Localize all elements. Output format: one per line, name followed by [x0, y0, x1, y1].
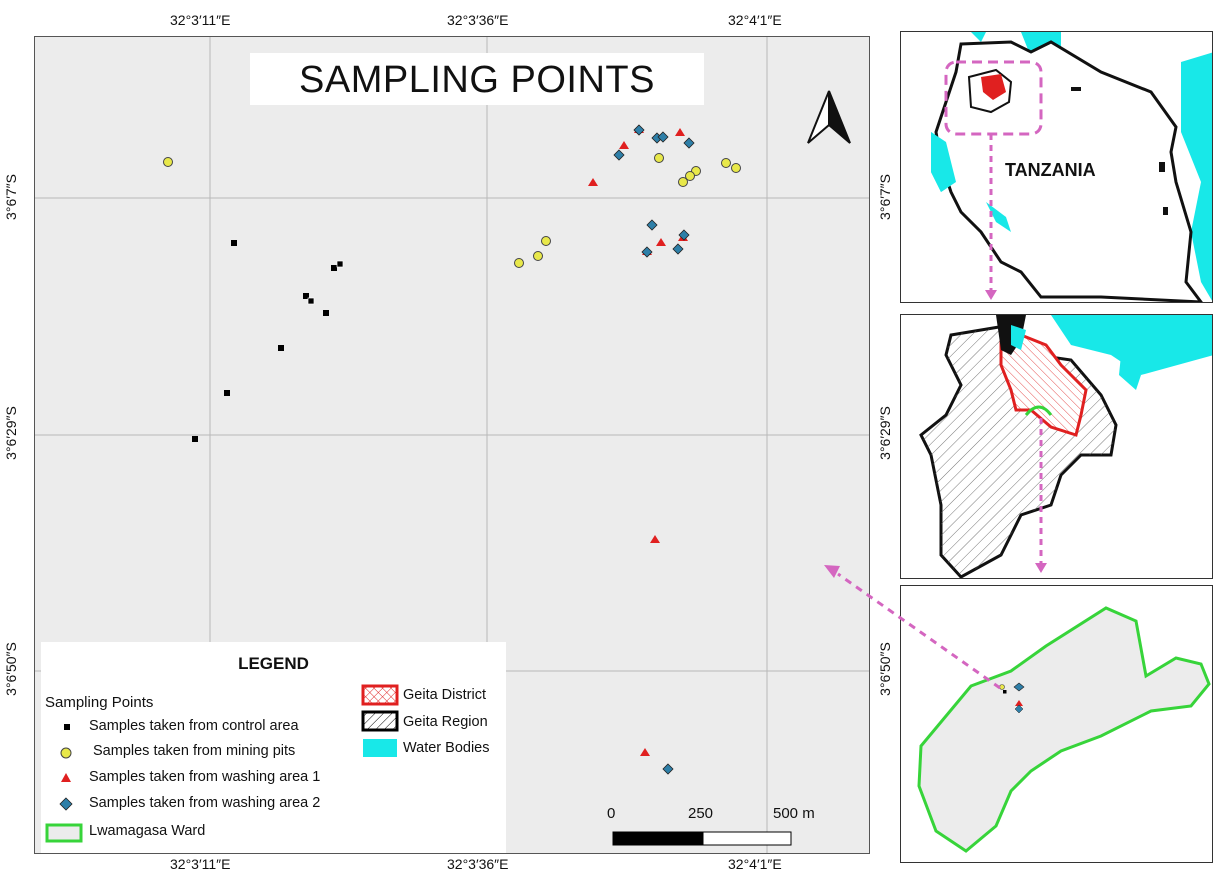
legend-mining-pits-label: Samples taken from mining pits: [93, 743, 296, 759]
control-sample-point: [331, 265, 337, 271]
scale-label-500m: 500 m: [773, 805, 815, 822]
legend-washing-area-1-label: Samples taken from washing area 1: [89, 769, 321, 785]
control-sample-point: [192, 436, 198, 442]
washing-area-2-sample-point: [613, 149, 625, 161]
mining-pit-sample-point: [514, 258, 524, 268]
control-sample-point: [278, 345, 284, 351]
control-sample-point: [323, 310, 329, 316]
mining-pit-sample-point: [685, 171, 695, 181]
north-arrow-icon: [807, 90, 851, 144]
coord-top-3: 32°4′1″E: [728, 12, 782, 28]
legend-title: LEGEND: [238, 654, 309, 673]
map-title: SAMPLING POINTS: [250, 53, 704, 105]
washing-area-1-points: [588, 125, 688, 756]
scale-label-250: 250: [688, 805, 714, 822]
control-sample-point: [336, 260, 344, 268]
washing-area-2-sample-point: [672, 243, 684, 255]
mining-pit-sample-point: [163, 157, 173, 167]
mining-pit-sample-point: [678, 177, 688, 187]
inset-tanzania: TANZANIA: [900, 31, 1213, 303]
washing-area-1-sample-point: [650, 535, 660, 543]
legend-geita-district-symbol: [361, 684, 399, 706]
coord-bottom-2: 32°3′36″E: [447, 856, 509, 872]
legend-control-label: Samples taken from control area: [89, 718, 299, 734]
inset-lwamagasa-ward-map: [917, 606, 1211, 853]
mining-pit-sample-point: [721, 158, 731, 168]
washing-area-1-sample-point: [619, 141, 629, 149]
legend-lwamagasa-ward-label: Lwamagasa Ward: [89, 823, 206, 839]
legend-washing-area-2-symbol: [59, 797, 73, 811]
coord-left-2: 3°6′29″S: [2, 406, 19, 460]
control-sample-point: [224, 390, 230, 396]
washing-area-1-sample-point: [640, 748, 650, 756]
control-sample-point: [307, 297, 315, 305]
mining-pit-sample-point: [541, 236, 551, 246]
legend-washing-area-2-label: Samples taken from washing area 2: [89, 795, 321, 811]
mining-pit-sample-point: [533, 251, 543, 261]
legend-geita-region-symbol: [361, 710, 399, 732]
legend-water-bodies-label: Water Bodies: [403, 740, 490, 756]
inset-tanzania-map: [931, 32, 1212, 302]
washing-area-2-sample-point: [641, 246, 653, 258]
legend-washing-area-1-symbol: [61, 773, 71, 782]
coord-right-1: 3°6′7″S: [876, 174, 893, 220]
washing-area-2-sample-point: [662, 763, 674, 775]
coord-bottom-1: 32°3′11″E: [170, 856, 231, 872]
control-sample-point: [231, 240, 237, 246]
control-area-points: [192, 240, 344, 442]
legend-geita-region-label: Geita Region: [403, 714, 488, 730]
legend: LEGEND Sampling Points Samples taken fro…: [41, 642, 506, 853]
mining-pit-sample-point: [654, 153, 664, 163]
washing-area-2-points: [613, 124, 695, 775]
legend-mining-pits-symbol: [60, 747, 72, 759]
scale-bar: [612, 831, 792, 846]
coord-left-3: 3°6′50″S: [2, 642, 19, 696]
country-label: TANZANIA: [1005, 160, 1096, 180]
washing-area-2-sample-point: [683, 137, 695, 149]
scale-label-0: 0: [607, 805, 616, 822]
inset-geita-region-map: [919, 315, 1212, 578]
legend-water-bodies-symbol: [363, 739, 397, 757]
coord-bottom-3: 32°4′1″E: [728, 856, 782, 872]
legend-geita-district-label: Geita District: [403, 687, 486, 703]
washing-area-2-sample-point: [657, 131, 669, 143]
washing-area-2-sample-point: [633, 124, 645, 136]
washing-area-1-sample-point: [588, 178, 598, 186]
inset-lwamagasa-ward: [900, 585, 1213, 863]
coord-top-1: 32°3′11″E: [170, 12, 231, 28]
legend-control-symbol: [64, 724, 70, 730]
control-sample-point: [303, 293, 309, 299]
mining-pit-points: [163, 153, 741, 268]
coord-right-3: 3°6′50″S: [876, 642, 893, 696]
coord-top-2: 32°3′36″E: [447, 12, 509, 28]
main-map: SAMPLING POINTS 0 250 500 m LEGEND Sampl…: [34, 36, 870, 854]
washing-area-1-sample-point: [675, 128, 685, 136]
washing-area-2-sample-point: [646, 219, 658, 231]
legend-lwamagasa-ward-symbol: [45, 823, 83, 843]
mining-pit-sample-point: [731, 163, 741, 173]
inset-geita-region: [900, 314, 1213, 579]
coord-left-1: 3°6′7″S: [2, 174, 19, 220]
legend-subtitle: Sampling Points: [45, 694, 154, 711]
coord-right-2: 3°6′29″S: [876, 406, 893, 460]
washing-area-1-sample-point: [656, 238, 666, 246]
washing-area-2-sample-point: [678, 229, 690, 241]
